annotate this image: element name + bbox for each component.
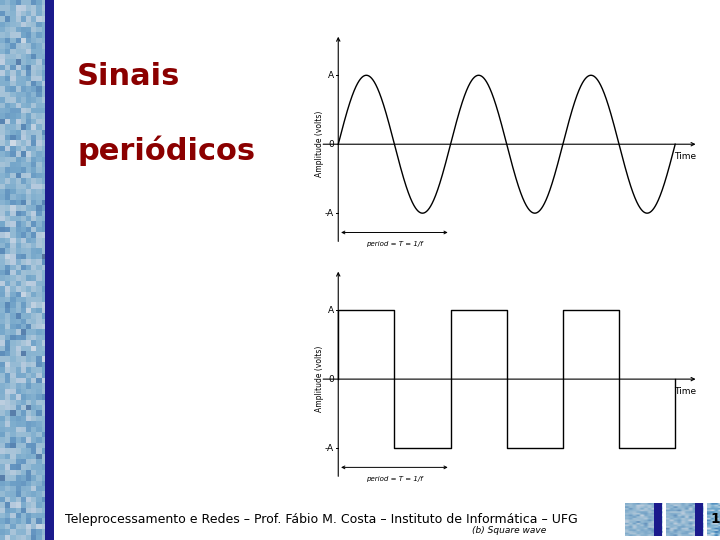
- Text: Time: Time: [675, 152, 697, 161]
- Text: -A: -A: [325, 443, 334, 453]
- Text: period = T = 1/f: period = T = 1/f: [366, 476, 423, 482]
- Text: (a) Sine wave: (a) Sine wave: [479, 292, 540, 300]
- Text: (b) Square wave: (b) Square wave: [472, 526, 546, 535]
- Text: Teleprocessamento e Redes – Prof. Fábio M. Costa – Instituto de Informática – UF: Teleprocessamento e Redes – Prof. Fábio …: [65, 513, 577, 526]
- Text: period = T = 1/f: period = T = 1/f: [366, 241, 423, 247]
- Text: Sinais: Sinais: [77, 63, 181, 91]
- Text: 11: 11: [711, 512, 720, 526]
- Text: A: A: [328, 306, 334, 315]
- Text: 0: 0: [328, 375, 334, 383]
- Text: Amplitude (volts): Amplitude (volts): [315, 346, 324, 413]
- Text: Amplitude (volts): Amplitude (volts): [315, 111, 324, 178]
- Text: Time: Time: [675, 387, 697, 396]
- Text: -A: -A: [325, 208, 334, 218]
- Text: A: A: [328, 71, 334, 80]
- Text: 0: 0: [328, 140, 334, 149]
- Text: periódicos: periódicos: [77, 135, 255, 165]
